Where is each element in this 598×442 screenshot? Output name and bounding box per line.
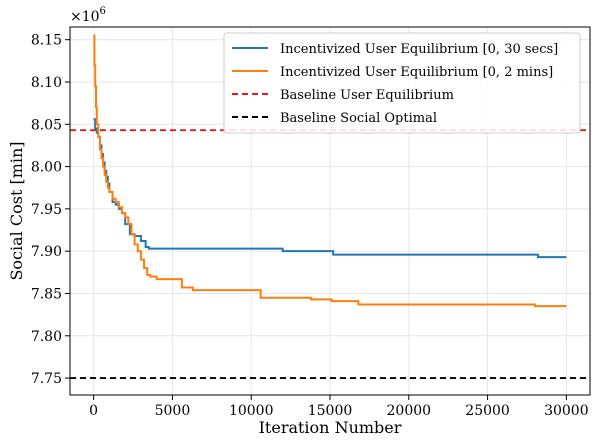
legend-box bbox=[223, 32, 581, 134]
legend-label-1: Incentivized User Equilibrium [0, 30 sec… bbox=[280, 42, 558, 57]
y-tick-label: 7.95 bbox=[31, 202, 62, 218]
legend-label-4: Baseline Social Optimal bbox=[280, 111, 437, 126]
y-tick-label: 7.80 bbox=[31, 329, 62, 345]
y-tick-label: 7.75 bbox=[31, 371, 62, 387]
x-tick-label: 20000 bbox=[387, 403, 432, 419]
x-tick-label: 30000 bbox=[544, 403, 589, 419]
x-tick-label: 25000 bbox=[465, 403, 510, 419]
x-axis-ticks: 0 5000 10000 15000 20000 25000 30000 bbox=[89, 395, 589, 419]
x-tick-label: 10000 bbox=[229, 403, 274, 419]
legend: Incentivized User Equilibrium [0, 30 sec… bbox=[223, 32, 581, 134]
series-line-2 bbox=[93, 34, 567, 308]
y-axis-multiplier: ×106 bbox=[70, 6, 106, 25]
x-tick-label: 5000 bbox=[155, 403, 191, 419]
y-multiplier-exponent: 6 bbox=[100, 6, 106, 17]
y-tick-label: 8.05 bbox=[31, 117, 62, 133]
x-tick-label: 0 bbox=[89, 403, 98, 419]
legend-label-2: Incentivized User Equilibrium [0, 2 mins… bbox=[280, 65, 553, 80]
y-tick-label: 8.00 bbox=[31, 160, 62, 176]
y-multiplier-base: ×10 bbox=[70, 9, 100, 25]
y-tick-label: 7.85 bbox=[31, 286, 62, 302]
x-tick-label: 15000 bbox=[308, 403, 353, 419]
y-axis-label: Social Cost [min] bbox=[7, 141, 26, 280]
legend-label-3: Baseline User Equilibrium bbox=[280, 88, 454, 103]
x-axis-label: Iteration Number bbox=[259, 418, 402, 437]
y-tick-label: 7.90 bbox=[31, 244, 62, 260]
y-tick-label: 8.15 bbox=[31, 33, 62, 49]
y-axis-ticks: 7.75 7.80 7.85 7.90 7.95 8.00 8.05 8.10 8.15 bbox=[31, 33, 70, 387]
y-tick-label: 8.10 bbox=[31, 75, 62, 91]
